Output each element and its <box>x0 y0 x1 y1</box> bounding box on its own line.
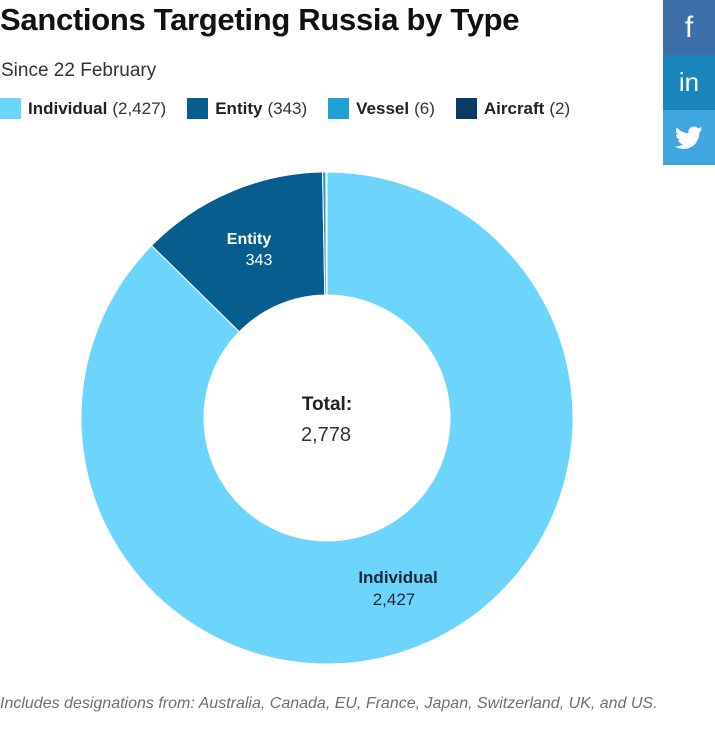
legend-value: (343) <box>267 98 308 118</box>
chart-title: Sanctions Targeting Russia by Type <box>0 2 520 37</box>
center-total-label: Total: <box>302 394 352 415</box>
facebook-icon: f <box>684 10 694 44</box>
legend-value: (2) <box>549 98 571 118</box>
chart-subtitle: Since 22 February <box>1 60 157 81</box>
slice-label-entity: Entity 343 <box>227 231 273 269</box>
footnote: Includes designations from: Australia, C… <box>0 695 658 712</box>
legend-label: Aircraft <box>483 98 545 118</box>
slice-label-individual-name: Individual <box>358 568 437 587</box>
legend-label: Vessel <box>356 98 410 118</box>
legend-label: Entity <box>215 98 263 118</box>
legend-item-entity[interactable]: Entity (343) <box>187 98 307 119</box>
linkedin-icon: in <box>678 67 700 97</box>
legend-item-vessel[interactable]: Vessel (6) <box>328 98 435 119</box>
slice-label-entity-name: Entity <box>227 231 272 248</box>
center-total-value: 2,778 <box>301 424 351 446</box>
legend-item-individual[interactable]: Individual (2,427) <box>0 98 166 119</box>
donut-slices <box>80 171 574 665</box>
share-bar: f in <box>663 0 715 165</box>
twitter-icon <box>675 125 703 149</box>
legend-value: (6) <box>414 98 435 118</box>
legend: Individual (2,427) Entity (343) Vessel (… <box>0 98 591 119</box>
legend-swatch-individual <box>0 98 21 119</box>
legend-swatch-aircraft <box>455 98 477 119</box>
donut-chart: Entity 343 Individual 2,427 Total: 2,778 <box>80 171 574 665</box>
legend-swatch-vessel <box>328 98 350 119</box>
legend-label: Individual <box>28 98 108 118</box>
legend-item-aircraft[interactable]: Aircraft (2) <box>455 98 571 119</box>
slice-label-entity-value: 343 <box>246 252 273 269</box>
donut-slice-aircraft[interactable] <box>325 171 328 296</box>
linkedin-share-button[interactable]: in <box>663 55 715 110</box>
twitter-share-button[interactable] <box>663 110 715 165</box>
slice-label-individual-value: 2,427 <box>373 590 416 609</box>
donut-slice-individual[interactable] <box>80 171 574 665</box>
legend-value: (2,427) <box>112 98 167 118</box>
slice-label-individual: Individual 2,427 <box>358 568 437 609</box>
facebook-share-button[interactable]: f <box>663 0 715 55</box>
legend-swatch-entity <box>187 98 209 119</box>
